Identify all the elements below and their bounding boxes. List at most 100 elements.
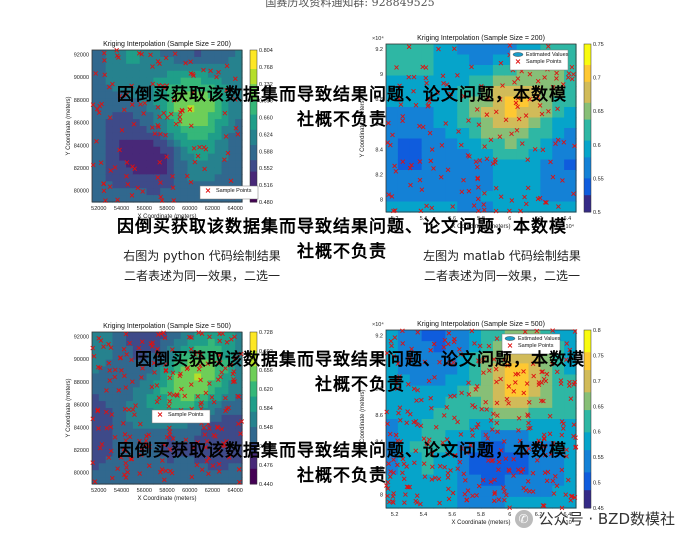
heatmap-cell bbox=[187, 442, 195, 451]
heatmap-cell bbox=[105, 195, 114, 203]
colorbar-tick-label: 0.480 bbox=[259, 200, 273, 206]
sample-point bbox=[400, 456, 406, 462]
heatmap-cell bbox=[126, 119, 134, 127]
sample-point bbox=[94, 138, 99, 144]
heatmap-cell bbox=[194, 449, 202, 457]
heatmap-cell bbox=[173, 112, 182, 120]
sample-point bbox=[167, 432, 173, 438]
heatmap-cell bbox=[221, 50, 229, 58]
sample-point bbox=[129, 456, 135, 462]
heatmap-cell bbox=[180, 70, 189, 79]
heatmap-cell bbox=[98, 146, 107, 155]
sample-point bbox=[95, 407, 101, 413]
colorbar-segment bbox=[584, 445, 591, 451]
colorbar-segment bbox=[584, 392, 591, 398]
heatmap-cell bbox=[98, 345, 107, 354]
colorbar-segment bbox=[584, 347, 591, 353]
heatmap-cell bbox=[409, 75, 423, 87]
heatmap-cell bbox=[433, 65, 446, 77]
heatmap-cell bbox=[207, 181, 216, 189]
heatmap-cell bbox=[207, 160, 216, 169]
heatmap-cell bbox=[445, 419, 458, 431]
sample-point bbox=[521, 390, 527, 396]
heatmap-cell bbox=[221, 91, 229, 99]
sample-point bbox=[502, 497, 507, 503]
plot-frame bbox=[91, 331, 243, 485]
heatmap-cell bbox=[92, 408, 100, 416]
sample-point bbox=[498, 194, 504, 200]
heatmap-cell bbox=[139, 414, 148, 423]
heatmap-cell bbox=[173, 160, 182, 169]
heatmap-cell bbox=[552, 96, 565, 108]
sample-point bbox=[415, 387, 420, 393]
sample-point bbox=[535, 94, 541, 100]
colorbar-tick-label: 0.6 bbox=[593, 430, 601, 436]
python-caption-line1: 右图为 python 代码绘制结果 bbox=[123, 249, 281, 263]
sample-point bbox=[173, 121, 179, 127]
sample-point bbox=[429, 147, 435, 152]
heatmap-cell bbox=[228, 139, 236, 148]
sample-point bbox=[422, 359, 428, 365]
x-tick-label: 58000 bbox=[159, 206, 174, 212]
sample-point bbox=[226, 405, 231, 411]
heatmap-cell bbox=[119, 91, 127, 99]
sample-point bbox=[489, 427, 495, 432]
heatmap-cell bbox=[221, 338, 229, 347]
heatmap-cell bbox=[167, 139, 175, 148]
sample-point bbox=[407, 356, 412, 361]
heatmap-cell bbox=[386, 117, 399, 129]
chart-svg: Kriging Interpolation (Sample Size = 200… bbox=[66, 41, 273, 220]
heatmap-cell bbox=[139, 428, 148, 437]
heatmap-cell bbox=[132, 456, 141, 464]
heatmap-cell bbox=[92, 139, 100, 148]
sample-point bbox=[498, 376, 503, 382]
colorbar-tick-label: 0.55 bbox=[593, 455, 604, 461]
heatmap-cell bbox=[409, 496, 423, 509]
heatmap-cell bbox=[397, 485, 411, 498]
heatmap-cell bbox=[397, 44, 411, 56]
heatmap-cell bbox=[139, 470, 148, 478]
heatmap-cell bbox=[504, 191, 518, 203]
sample-point bbox=[458, 432, 464, 437]
heatmap-cell bbox=[492, 191, 506, 203]
heatmap-cell bbox=[528, 170, 541, 182]
sample-point bbox=[515, 95, 521, 101]
sample-point bbox=[158, 469, 163, 475]
heatmap-cell bbox=[235, 146, 243, 155]
sample-point bbox=[172, 51, 178, 56]
sample-point bbox=[556, 204, 561, 209]
sample-point bbox=[385, 479, 391, 485]
heatmap-cell bbox=[173, 428, 182, 437]
heatmap-cell bbox=[146, 132, 154, 141]
heatmap-cell bbox=[201, 56, 209, 65]
sample-point bbox=[421, 436, 427, 442]
heatmap-cell bbox=[221, 153, 229, 162]
sample-point bbox=[106, 360, 112, 366]
heatmap-cell bbox=[564, 159, 577, 171]
sample-point bbox=[466, 118, 471, 123]
heatmap-cell bbox=[481, 149, 494, 161]
heatmap-cell bbox=[235, 380, 243, 388]
heatmap-cell bbox=[146, 387, 154, 395]
sample-point bbox=[523, 487, 529, 493]
sample-point bbox=[122, 406, 128, 412]
sample-point bbox=[431, 341, 437, 347]
sample-point bbox=[444, 82, 450, 88]
sample-point bbox=[398, 102, 404, 107]
heatmap-cell bbox=[160, 77, 168, 86]
colorbar-tick-label: 0.476 bbox=[259, 463, 273, 469]
sample-point bbox=[564, 447, 569, 453]
chart-svg: Kriging Interpolation (Sample Size = 500… bbox=[360, 321, 604, 526]
heatmap-cell bbox=[421, 86, 435, 98]
heatmap-cell bbox=[235, 56, 243, 65]
heatmap-cell bbox=[132, 345, 141, 354]
sample-point bbox=[405, 484, 411, 490]
heatmap-cell bbox=[386, 330, 399, 342]
sample-point bbox=[474, 492, 479, 498]
sample-point bbox=[163, 368, 169, 374]
colorbar-segment bbox=[250, 118, 257, 123]
heatmap-cell bbox=[235, 414, 243, 423]
sample-point bbox=[522, 329, 528, 335]
heatmap-cell bbox=[228, 105, 236, 113]
sample-point bbox=[551, 491, 557, 496]
